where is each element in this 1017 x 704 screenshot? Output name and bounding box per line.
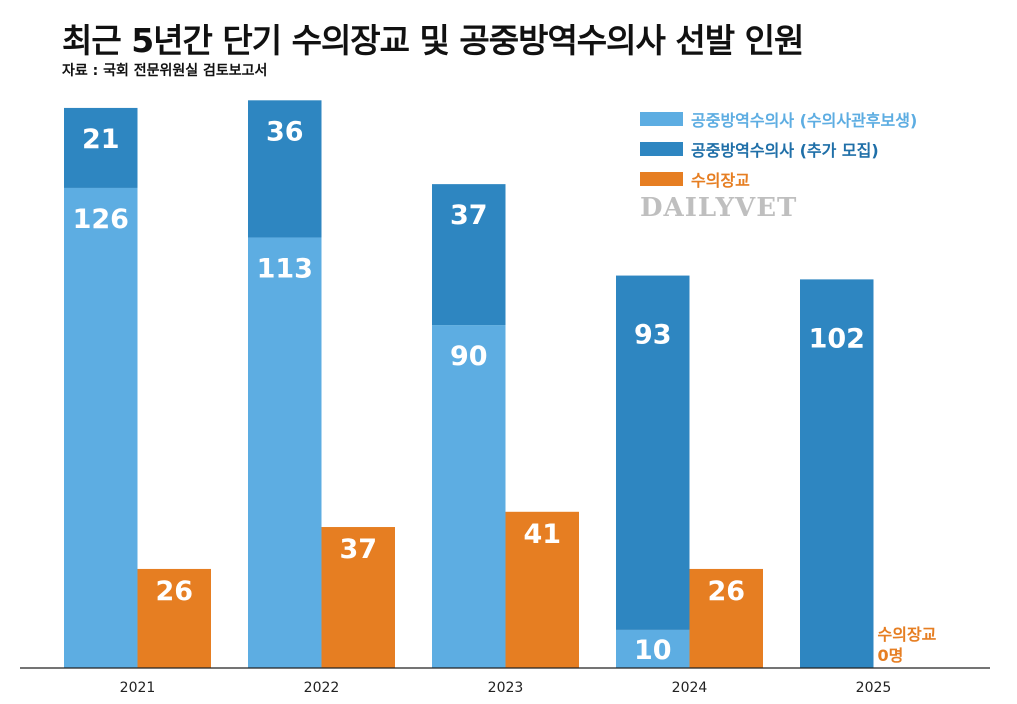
legend-label: 공중방역수의사 (수의사관후보생) <box>691 111 918 130</box>
bar-segment <box>432 325 506 668</box>
data-label: 37 <box>450 200 488 231</box>
data-label: 126 <box>73 204 129 235</box>
data-label: 37 <box>339 534 377 565</box>
legend-item-dark-blue: 공중방역수의사 (추가 모집) <box>640 137 879 161</box>
bar-segment <box>432 184 506 326</box>
bar-segment <box>616 629 690 668</box>
annotation-text: 수의장교 <box>878 625 937 644</box>
x-tick-label: 2022 <box>304 680 340 696</box>
legend-item-light-blue: 공중방역수의사 (수의사관후보생) <box>640 107 917 131</box>
annotation-text: 0명 <box>878 646 904 665</box>
x-tick-label: 2023 <box>488 680 524 696</box>
bar-segment <box>64 187 138 668</box>
legend-swatch <box>640 112 683 126</box>
data-label: 93 <box>634 320 672 351</box>
bar-orange <box>505 511 579 668</box>
watermark-logo: DAILYVET <box>640 193 798 223</box>
bar-segment <box>248 100 322 238</box>
bar-segment <box>64 107 138 188</box>
data-label: 36 <box>266 116 304 147</box>
data-label: 102 <box>809 323 865 354</box>
data-label: 26 <box>707 576 745 607</box>
legend-label: 수의장교 <box>691 171 750 190</box>
bar-orange <box>689 568 763 668</box>
bar-orange <box>137 568 211 668</box>
data-label: 10 <box>634 635 672 666</box>
bar-orange <box>321 527 395 668</box>
x-tick-label: 2024 <box>672 680 708 696</box>
x-tick-label: 2021 <box>120 680 156 696</box>
legend-item-orange: 수의장교 <box>640 167 750 191</box>
data-label: 41 <box>523 519 561 550</box>
legend-swatch <box>640 172 683 186</box>
bar-segment <box>248 237 322 668</box>
legend-swatch <box>640 142 683 156</box>
data-label: 21 <box>82 124 120 155</box>
chart-title: 최근 5년간 단기 수의장교 및 공중방역수의사 선발 인원 <box>62 21 804 60</box>
data-label: 113 <box>257 253 313 284</box>
data-label: 90 <box>450 341 488 372</box>
bar-segment <box>616 275 690 630</box>
bar-segment <box>800 279 874 668</box>
data-label: 26 <box>155 576 193 607</box>
chart-source: 자료 : 국회 전문위원실 검토보고서 <box>62 63 268 79</box>
legend-label: 공중방역수의사 (추가 모집) <box>691 141 879 160</box>
x-tick-label: 2025 <box>856 680 892 696</box>
